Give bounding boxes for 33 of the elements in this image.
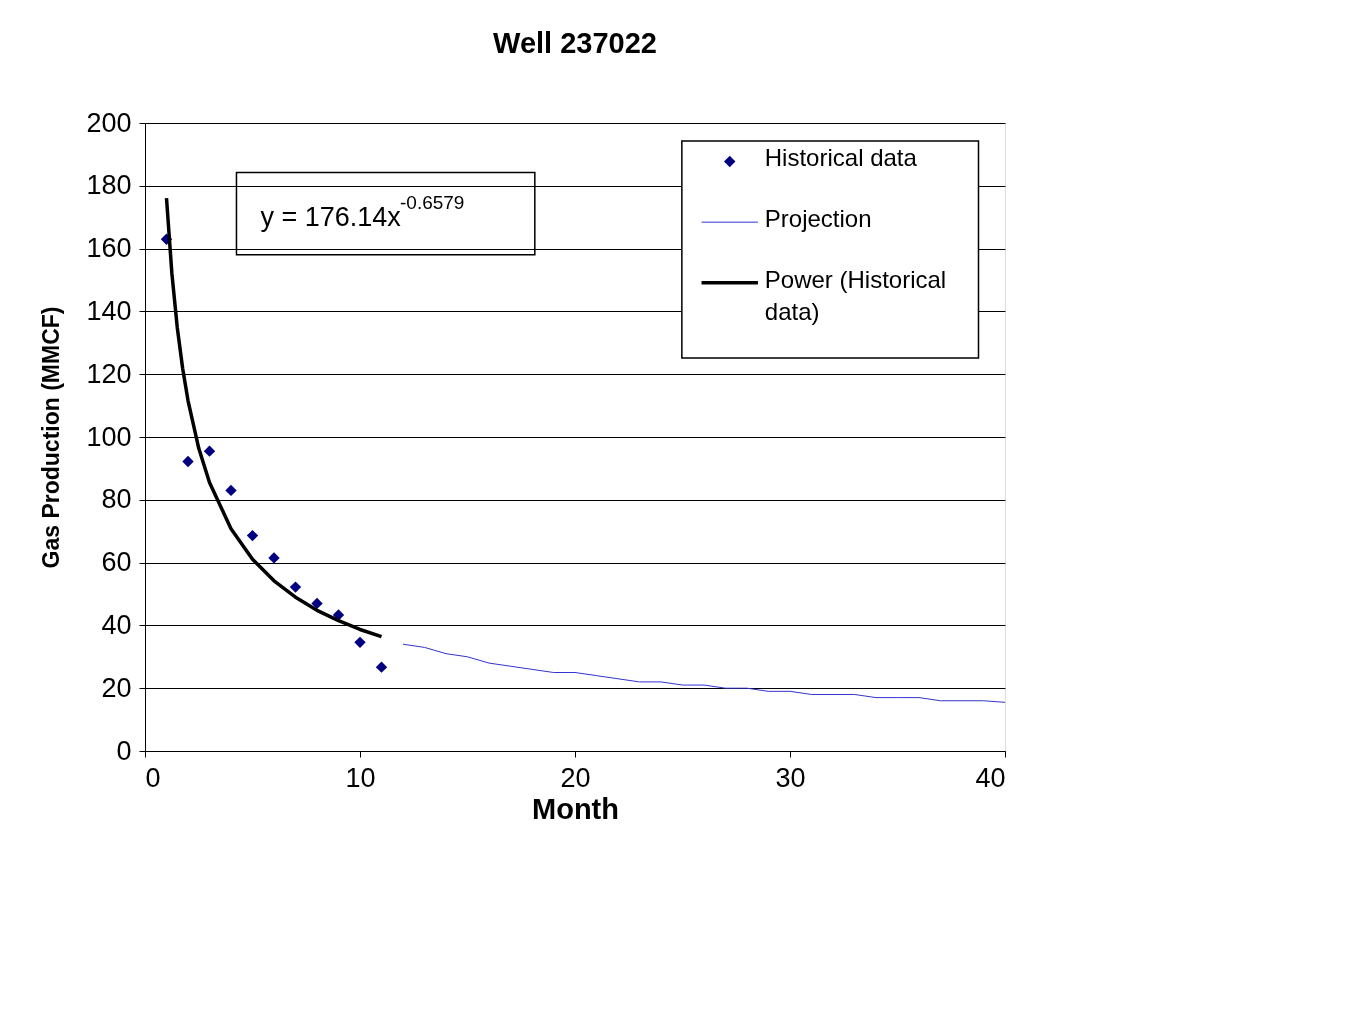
legend-label: Projection	[764, 205, 872, 233]
point	[354, 636, 366, 649]
point	[225, 484, 237, 497]
y-tick-label: 0	[116, 735, 132, 766]
y-axis-title: Gas Production (MMCF)	[38, 306, 65, 569]
point	[311, 597, 323, 610]
y-tick-label: 20	[101, 672, 132, 703]
point	[246, 529, 259, 542]
chart-title: Well 237022	[493, 27, 657, 59]
legend-label: Power (Historical data)	[764, 265, 947, 326]
x-tick-label: 0	[145, 762, 161, 793]
point	[332, 609, 345, 621]
point	[268, 552, 280, 564]
y-tick-label: 120	[86, 358, 132, 389]
y-tick-label: 100	[86, 421, 132, 452]
x-axis-title: Month	[532, 792, 619, 825]
point	[375, 661, 388, 673]
line-series	[402, 643, 1005, 703]
legend-label: Historical data	[764, 144, 918, 172]
point	[203, 445, 216, 457]
y-tick-label: 80	[101, 484, 132, 515]
y-tick-label: 180	[86, 170, 132, 201]
y-tick-label: 60	[101, 547, 132, 578]
x-tick-label: 30	[775, 762, 806, 793]
y-tick-label: 140	[86, 295, 132, 326]
x-tick-label: 20	[560, 762, 591, 793]
point	[182, 455, 194, 468]
x-tick-label: 40	[975, 762, 1006, 793]
y-tick-label: 200	[86, 107, 132, 138]
y-tick-label: 160	[86, 233, 132, 264]
y-tick-label: 40	[101, 609, 132, 640]
point	[289, 581, 302, 593]
x-tick-label: 10	[345, 762, 376, 793]
